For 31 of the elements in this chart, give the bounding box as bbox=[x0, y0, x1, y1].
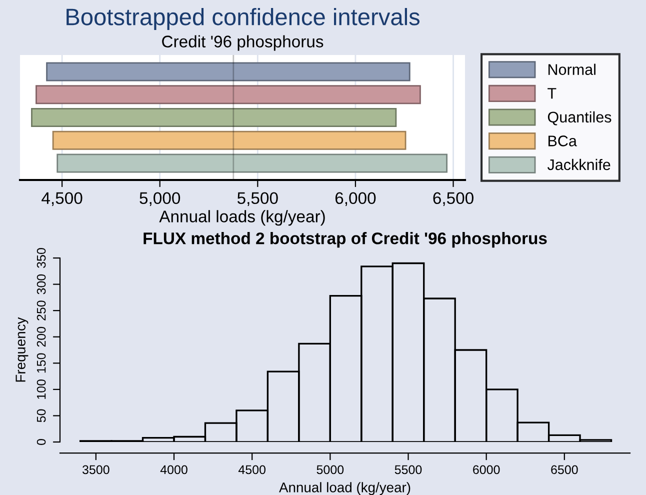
x-tick-label: 4,500 bbox=[42, 192, 82, 206]
legend-label: Jackknife bbox=[547, 158, 610, 170]
x-tick-label: 4500 bbox=[238, 465, 266, 474]
y-tick-label: 300 bbox=[36, 274, 46, 294]
y-tick-label: 200 bbox=[36, 326, 46, 347]
legend-label: T bbox=[548, 88, 556, 99]
x-tick-label: 6000 bbox=[473, 465, 500, 474]
x-tick-label: 5000 bbox=[316, 465, 344, 474]
y-tick-label: 150 bbox=[36, 353, 46, 373]
y-axis-title: Frequency bbox=[16, 317, 28, 382]
x-tick-label: 3500 bbox=[82, 465, 110, 474]
chart-subtitle: Credit '96 phosphorus bbox=[162, 35, 324, 51]
y-tick-label: 350 bbox=[36, 248, 46, 268]
x-tick-label: 5500 bbox=[394, 465, 422, 474]
y-tick-label: 0 bbox=[36, 439, 46, 445]
legend-label: BCa bbox=[548, 136, 577, 146]
x-tick-label: 6,500 bbox=[433, 192, 474, 206]
y-tick-label: 250 bbox=[36, 300, 46, 320]
x-tick-label: 5,000 bbox=[140, 192, 180, 206]
x-axis-title: Annual load (kg/year) bbox=[279, 482, 410, 495]
legend-label: Normal bbox=[548, 64, 596, 75]
x-tick-label: 4000 bbox=[160, 465, 188, 474]
chart-title: FLUX method 2 bootstrap of Credit '96 phosphorus bbox=[144, 232, 547, 248]
x-tick-label: 6,000 bbox=[335, 192, 376, 206]
chart-title: Bootstrapped confidence intervals bbox=[66, 8, 420, 30]
y-tick-label: 50 bbox=[36, 409, 46, 422]
legend-label: Quantiles bbox=[548, 111, 612, 126]
x-tick-label: 6500 bbox=[551, 465, 578, 474]
x-tick-label: 5,500 bbox=[237, 192, 278, 206]
y-tick-label: 100 bbox=[36, 379, 46, 399]
x-axis-title: Annual loads (kg/year) bbox=[159, 210, 325, 226]
